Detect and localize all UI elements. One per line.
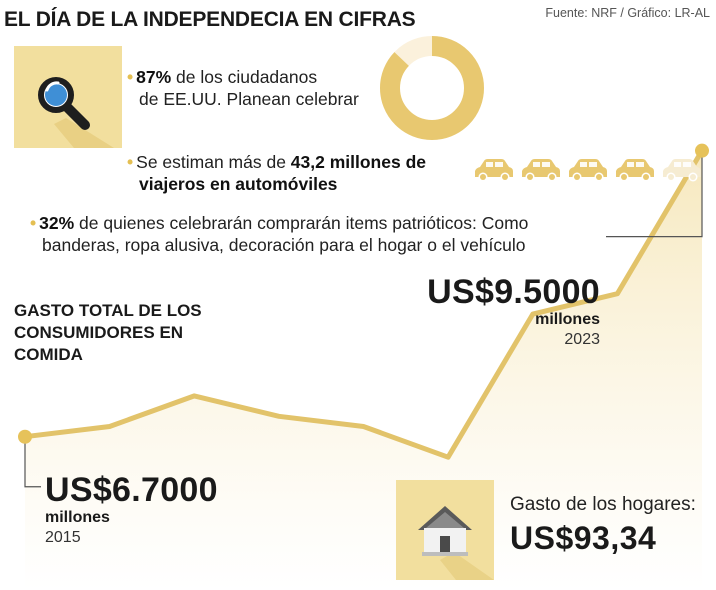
stat-celebrate-text2: de EE.UU. Planean celebrar	[139, 89, 359, 109]
end-value-label: US$9.5000 millones 2023	[380, 274, 600, 350]
magnifier-card	[14, 46, 122, 148]
car-icon	[663, 159, 701, 182]
stat-patriotic-text2: banderas, ropa alusiva, decoración para …	[42, 235, 526, 255]
stat-celebrate-text1: de los ciudadanos	[171, 67, 318, 87]
series-line	[24, 149, 705, 460]
chart-title-line: GASTO TOTAL DE LOS	[14, 301, 202, 320]
stat-travelers-highlight1: 43,2 millones de	[290, 152, 426, 172]
stat-patriotic: • 32% de quienes celebrarán comprarán ite…	[30, 212, 630, 256]
bullet-icon: •	[127, 67, 134, 87]
end-value: US$9.5000	[427, 273, 600, 311]
chart-title-line: CONSUMIDORES EN	[14, 323, 184, 342]
stat-travelers-highlight2: viajeros en automóviles	[139, 174, 338, 194]
car-icon	[569, 159, 607, 182]
start-connector-line	[24, 436, 41, 488]
end-connector-line	[606, 150, 703, 238]
start-value-label: US$6.7000 millones 2015	[45, 472, 285, 548]
chart-area-fill	[25, 150, 702, 590]
car-icon	[616, 159, 654, 182]
start-unit: millones	[45, 509, 110, 526]
start-year: 2015	[45, 529, 81, 546]
house-icon-box	[396, 480, 494, 580]
donut-segment	[380, 36, 484, 140]
stat-patriotic-pct: 32%	[39, 213, 75, 233]
start-value: US$6.7000	[45, 471, 218, 509]
stat-celebrate-pct: 87%	[136, 67, 172, 87]
end-point	[695, 143, 709, 158]
chart-title: GASTO TOTAL DE LOS CONSUMIDORES EN COMID…	[14, 300, 234, 366]
house-icon	[418, 506, 494, 580]
household-card: Gasto de los hogares: US$93,34	[396, 480, 716, 580]
donut-chart	[380, 36, 484, 140]
bullet-icon: •	[30, 213, 37, 233]
end-unit: millones	[535, 311, 600, 328]
magnifier-icon	[38, 77, 114, 148]
stat-celebrate: • 87% de los ciudadanos de EE.UU. Planean…	[127, 66, 387, 110]
chart-title-line: COMIDA	[14, 345, 83, 364]
stat-travelers: • Se estiman más de 43,2 millones de viaj…	[127, 151, 467, 195]
start-point	[18, 429, 32, 444]
car-icon	[522, 159, 560, 182]
stat-patriotic-text1: de quienes celebrarán comprarán items pa…	[74, 213, 529, 233]
page-title: EL DÍA DE LA INDEPENDECIA EN CIFRAS	[4, 8, 416, 31]
stat-travelers-lead: Se estiman más de	[136, 152, 291, 172]
household-label: Gasto de los hogares:	[510, 494, 696, 515]
bullet-icon: •	[127, 152, 134, 172]
end-year: 2023	[564, 331, 600, 348]
household-value: US$93,34	[510, 520, 657, 556]
source-credit: Fuente: NRF / Gráfico: LR-AL	[545, 6, 710, 20]
car-icon	[475, 159, 513, 182]
car-icon-row	[472, 157, 712, 187]
